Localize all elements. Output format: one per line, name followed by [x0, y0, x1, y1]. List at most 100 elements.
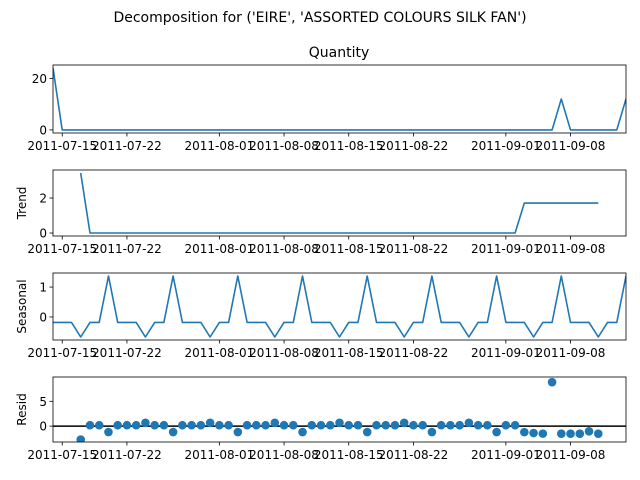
y-axis-label: Resid — [15, 393, 29, 425]
resid-point — [335, 418, 344, 428]
resid-point — [131, 420, 141, 430]
resid-point — [584, 426, 594, 436]
axes-frame — [52, 376, 627, 443]
resid-point — [233, 427, 243, 437]
axes-frame — [52, 272, 627, 341]
resid-point — [520, 427, 529, 437]
x-tick-label: 2011-09-01 — [471, 242, 541, 256]
resid-point — [547, 377, 557, 387]
x-tick-label: 2011-08-22 — [379, 139, 449, 153]
resid-point — [390, 420, 400, 430]
series-line-observed — [53, 67, 626, 131]
y-tick-label: 1 — [39, 281, 47, 295]
resid-point — [113, 420, 122, 430]
y-tick-label: 20 — [32, 72, 47, 86]
resid-point — [316, 420, 326, 430]
x-tick-label: 2011-07-15 — [27, 242, 97, 256]
y-tick-label: 2 — [39, 192, 47, 206]
x-tick-label: 2011-08-15 — [314, 139, 384, 153]
y-axis-label: Trend — [15, 187, 29, 221]
scatter-points — [76, 377, 603, 442]
resid-point — [261, 420, 270, 430]
resid-point — [538, 429, 548, 438]
resid-point — [409, 420, 418, 430]
axes-frame — [52, 169, 627, 237]
x-tick-label: 2011-09-01 — [471, 346, 541, 360]
x-tick-label: 2011-09-08 — [536, 346, 606, 360]
x-tick-label: 2011-08-01 — [184, 346, 254, 360]
resid-point — [104, 427, 113, 437]
resid-point — [455, 420, 464, 430]
resid-point — [399, 418, 409, 428]
x-tick-label: 2011-08-08 — [249, 346, 319, 360]
y-tick-label: 0 — [39, 420, 47, 434]
resid-point — [381, 420, 391, 430]
resid-point — [566, 429, 575, 439]
resid-point — [593, 429, 603, 439]
x-tick-label: 2011-07-22 — [92, 139, 162, 153]
series-line-seasonal — [53, 275, 626, 338]
resid-point — [150, 420, 159, 430]
x-tick-label: 2011-08-01 — [184, 139, 254, 153]
resid-point — [510, 420, 520, 430]
resid-point — [575, 429, 585, 439]
resid-point — [344, 420, 354, 430]
y-tick-label: 0 — [39, 310, 47, 324]
resid-point — [159, 420, 169, 430]
resid-point — [446, 420, 455, 430]
resid-point — [85, 420, 95, 430]
resid-point — [501, 420, 511, 430]
resid-point — [427, 427, 437, 437]
y-tick-label: 5 — [39, 395, 47, 409]
resid-point — [298, 427, 307, 437]
resid-point — [362, 427, 372, 437]
x-tick-label: 2011-09-01 — [471, 139, 541, 153]
resid-point — [307, 420, 317, 430]
x-tick-label: 2011-09-08 — [536, 448, 606, 462]
resid-point — [418, 420, 427, 430]
x-tick-label: 2011-08-15 — [314, 242, 384, 256]
x-tick-label: 2011-08-22 — [379, 448, 449, 462]
y-axis-label: Seasonal — [15, 279, 29, 333]
resid-point — [529, 428, 538, 438]
axes-frame — [52, 64, 627, 134]
x-tick-label: 2011-08-15 — [314, 346, 384, 360]
x-tick-label: 2011-08-22 — [379, 242, 449, 256]
resid-point — [279, 420, 289, 430]
x-tick-label: 2011-07-15 — [27, 346, 97, 360]
resid-point — [215, 420, 224, 430]
resid-point — [94, 420, 104, 430]
x-tick-label: 2011-08-01 — [184, 242, 254, 256]
resid-point — [492, 427, 501, 437]
x-tick-label: 2011-07-15 — [27, 448, 97, 462]
resid-point — [288, 420, 298, 430]
resid-point — [464, 418, 474, 428]
resid-point — [436, 420, 446, 430]
resid-point — [372, 420, 381, 430]
resid-point — [483, 420, 492, 430]
resid-point — [168, 427, 178, 437]
x-tick-label: 2011-09-08 — [536, 242, 606, 256]
resid-point — [353, 420, 363, 430]
resid-point — [122, 420, 132, 430]
x-tick-label: 2011-07-22 — [92, 448, 162, 462]
x-tick-label: 2011-07-22 — [92, 242, 162, 256]
resid-point — [205, 418, 215, 428]
resid-point — [325, 420, 335, 430]
resid-point — [76, 435, 86, 442]
x-tick-label: 2011-08-08 — [249, 448, 319, 462]
x-tick-label: 2011-08-22 — [379, 346, 449, 360]
x-tick-label: 2011-07-15 — [27, 139, 97, 153]
x-tick-label: 2011-09-08 — [536, 139, 606, 153]
x-tick-label: 2011-08-15 — [314, 448, 384, 462]
x-tick-label: 2011-08-01 — [184, 448, 254, 462]
x-tick-label: 2011-07-22 — [92, 346, 162, 360]
resid-point — [252, 420, 261, 430]
x-tick-label: 2011-08-08 — [249, 242, 319, 256]
resid-point — [242, 420, 252, 430]
resid-point — [187, 420, 196, 430]
